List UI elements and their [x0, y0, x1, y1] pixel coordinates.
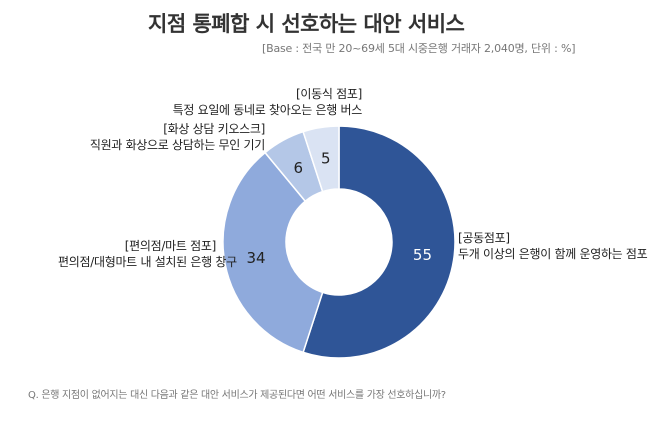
- slice-value-label: 5: [321, 150, 331, 168]
- slice-value-label: 34: [246, 249, 265, 267]
- slice-description: 두개 이상의 은행이 함께 운영하는 점포: [458, 247, 648, 261]
- slice-label-mobile-branch: [이동식 점포] 특정 요일에 동네로 찾아오는 은행 버스: [150, 86, 363, 118]
- slice-description: 편의점/대형마트 내 설치된 은행 창구: [58, 255, 237, 269]
- slice-label-shared-branch: [공동점포] 두개 이상의 은행이 함께 운영하는 점포: [458, 230, 648, 262]
- slice-value-label: 6: [294, 159, 304, 177]
- slice-category: [화상 상담 키오스크]: [163, 122, 265, 136]
- slice-label-convenience-store: [편의점/마트 점포] 편의점/대형마트 내 설치된 은행 창구: [58, 238, 237, 270]
- slice-value-label: 55: [413, 246, 432, 264]
- survey-question: Q. 은행 지점이 없어지는 대신 다음과 같은 대안 서비스가 제공된다면 어…: [28, 390, 446, 401]
- slice-label-video-kiosk: [화상 상담 키오스크] 직원과 화상으로 상담하는 무인 기기: [80, 121, 265, 153]
- chart-subtitle: [Base : 전국 만 20~69세 5대 시중은행 거래자 2,040명, …: [262, 42, 576, 55]
- slice-mobile-branch: [302, 125, 340, 193]
- chart-title: 지점 통폐합 시 선호하는 대안 서비스: [148, 12, 465, 36]
- slice-category: [이동식 점포]: [296, 87, 362, 101]
- slice-convenience-store: [222, 151, 324, 354]
- slice-shared-branch: [302, 125, 456, 359]
- slice-description: 직원과 화상으로 상담하는 무인 기기: [89, 138, 265, 152]
- slice-category: [편의점/마트 점포]: [124, 239, 217, 253]
- slice-description: 특정 요일에 동네로 찾아오는 은행 버스: [172, 103, 363, 117]
- slice-category: [공동점포]: [458, 231, 510, 245]
